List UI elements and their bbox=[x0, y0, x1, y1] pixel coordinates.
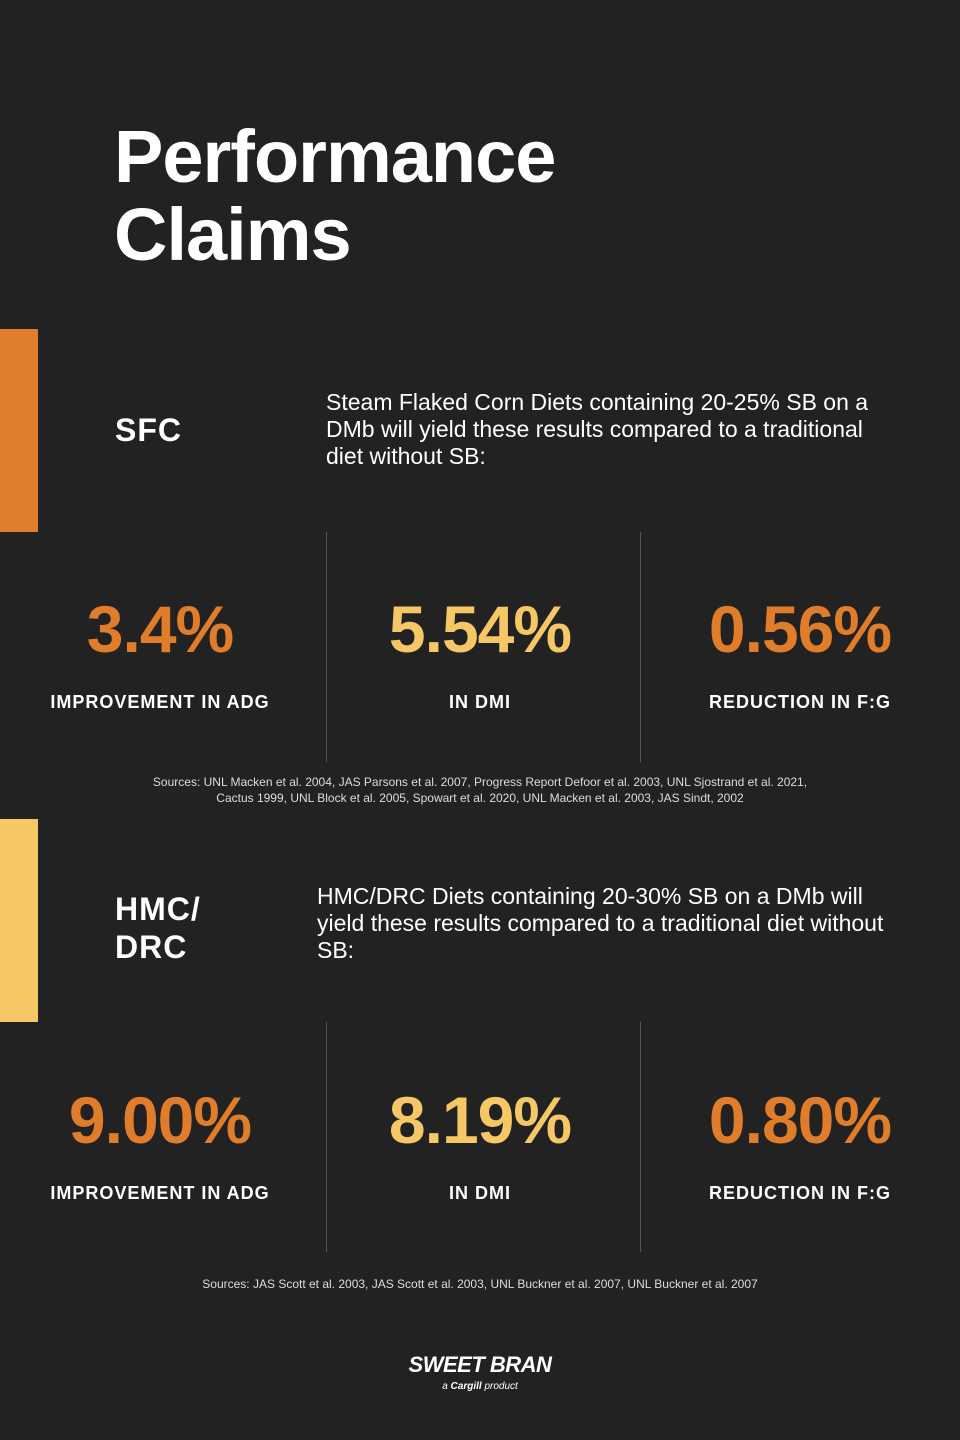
sweet-bran-logo: SWEET BRAN a Cargill product bbox=[0, 1352, 960, 1394]
sfc-divider-1 bbox=[326, 532, 327, 762]
sfc-stat-dmi: 5.54% IN DMI bbox=[320, 594, 640, 712]
hmc-drc-stat-dmi: 8.19% IN DMI bbox=[320, 1085, 640, 1203]
hmc-drc-sources: Sources: JAS Scott et al. 2003, JAS Scot… bbox=[0, 1276, 960, 1292]
stat-value: 8.19% bbox=[388, 1083, 572, 1157]
sources-line: Cactus 1999, UNL Block et al. 2005, Spow… bbox=[216, 791, 744, 805]
sfc-description: Steam Flaked Corn Diets containing 20-25… bbox=[326, 389, 869, 469]
stat-label: REDUCTION IN F:G bbox=[709, 692, 891, 712]
stat-value: 9.00% bbox=[68, 1083, 252, 1157]
stat-label: IN DMI bbox=[449, 692, 511, 712]
sfc-divider-2 bbox=[640, 532, 641, 762]
stat-value: 3.4% bbox=[86, 592, 234, 666]
stat-value: 0.80% bbox=[708, 1083, 892, 1157]
hmc-drc-accent-bar bbox=[0, 819, 38, 1022]
sfc-sources: Sources: UNL Macken et al. 2004, JAS Par… bbox=[0, 774, 960, 806]
tagline-brand: Cargill bbox=[450, 1381, 482, 1392]
logo-tagline: a Cargill product bbox=[0, 1380, 960, 1394]
page-title: Performance Claims bbox=[114, 115, 556, 276]
sources-line: Sources: JAS Scott et al. 2003, JAS Scot… bbox=[202, 1277, 758, 1291]
tagline-prefix: a bbox=[442, 1381, 448, 1392]
sources-line: Sources: UNL Macken et al. 2004, JAS Par… bbox=[152, 775, 808, 789]
hmc-drc-section-label: HMC/ DRC bbox=[115, 890, 201, 966]
stat-value: 0.56% bbox=[708, 592, 892, 666]
stat-label: IMPROVEMENT IN ADG bbox=[50, 1183, 270, 1203]
title-line-2: Claims bbox=[114, 193, 352, 276]
hmc-drc-divider-1 bbox=[326, 1022, 327, 1252]
hmc-drc-divider-2 bbox=[640, 1022, 641, 1252]
label-line-1: HMC/ bbox=[115, 891, 201, 927]
sfc-stat-fg: 0.56% REDUCTION IN F:G bbox=[640, 594, 960, 712]
hmc-drc-stat-fg: 0.80% REDUCTION IN F:G bbox=[640, 1085, 960, 1203]
stat-label: REDUCTION IN F:G bbox=[709, 1183, 891, 1203]
sfc-stat-adg: 3.4% IMPROVEMENT IN ADG bbox=[0, 594, 320, 712]
hmc-drc-description: HMC/DRC Diets containing 20-30% SB on a … bbox=[317, 883, 884, 963]
stat-value: 5.54% bbox=[388, 592, 572, 666]
stat-label: IN DMI bbox=[449, 1183, 511, 1203]
stat-label: IMPROVEMENT IN ADG bbox=[50, 692, 270, 712]
sfc-accent-bar bbox=[0, 329, 38, 532]
title-line-1: Performance bbox=[114, 115, 556, 198]
logo-wordmark: SWEET BRAN bbox=[408, 1352, 552, 1377]
hmc-drc-stat-adg: 9.00% IMPROVEMENT IN ADG bbox=[0, 1085, 320, 1203]
tagline-suffix: product bbox=[484, 1381, 518, 1392]
sfc-section-label: SFC bbox=[115, 412, 182, 448]
label-line-2: DRC bbox=[115, 929, 188, 965]
